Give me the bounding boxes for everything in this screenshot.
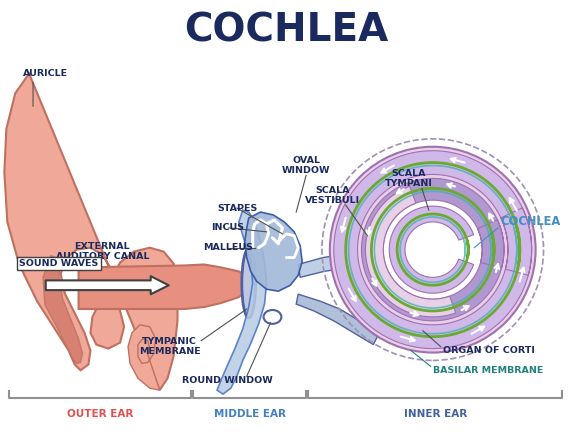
- Circle shape: [330, 147, 536, 353]
- Polygon shape: [298, 254, 376, 277]
- Text: SCALA
VESTIBULI: SCALA VESTIBULI: [305, 185, 361, 205]
- Text: STAPES: STAPES: [217, 203, 257, 213]
- Polygon shape: [43, 256, 82, 363]
- Polygon shape: [334, 151, 532, 349]
- Polygon shape: [245, 212, 302, 291]
- Ellipse shape: [242, 249, 256, 318]
- Text: EXTERNAL
AUDITORY CANAL: EXTERNAL AUDITORY CANAL: [55, 242, 149, 261]
- Text: ORGAN OF CORTI: ORGAN OF CORTI: [442, 346, 535, 355]
- Polygon shape: [365, 187, 456, 317]
- Circle shape: [407, 224, 458, 275]
- Text: OUTER EAR: OUTER EAR: [67, 409, 134, 419]
- Ellipse shape: [264, 310, 281, 324]
- Polygon shape: [78, 264, 249, 309]
- Text: ROUND WINDOW: ROUND WINDOW: [181, 376, 272, 385]
- Polygon shape: [217, 210, 267, 394]
- Polygon shape: [362, 178, 504, 321]
- Polygon shape: [128, 325, 160, 390]
- Text: OVAL
WINDOW: OVAL WINDOW: [282, 156, 331, 175]
- Circle shape: [363, 181, 502, 319]
- Polygon shape: [5, 73, 177, 390]
- Polygon shape: [296, 294, 377, 345]
- Text: MIDDLE EAR: MIDDLE EAR: [214, 409, 286, 419]
- Polygon shape: [389, 206, 473, 293]
- Text: COCHLEA: COCHLEA: [184, 11, 388, 49]
- Circle shape: [385, 202, 480, 297]
- Text: SCALA
TYMPANI: SCALA TYMPANI: [385, 169, 433, 188]
- Text: BASILAR MEMBRANE: BASILAR MEMBRANE: [433, 366, 543, 375]
- Text: MALLEUS: MALLEUS: [203, 243, 253, 252]
- Text: SOUND WAVES: SOUND WAVES: [19, 259, 98, 268]
- Text: COCHLEA: COCHLEA: [500, 216, 560, 229]
- FancyArrowPatch shape: [46, 276, 169, 294]
- Text: TYMPANIC
MEMBRANE: TYMPANIC MEMBRANE: [139, 337, 200, 356]
- Text: INNER EAR: INNER EAR: [404, 409, 467, 419]
- Text: INCUS: INCUS: [211, 223, 244, 232]
- Text: AURICLE: AURICLE: [23, 69, 69, 78]
